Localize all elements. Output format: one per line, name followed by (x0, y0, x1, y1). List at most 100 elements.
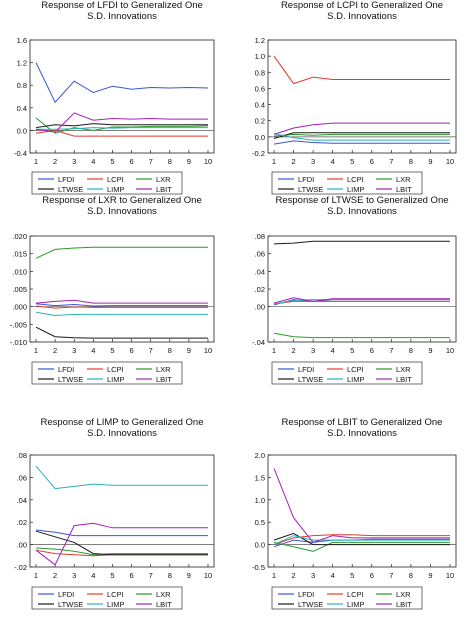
x-tick-label: 8 (409, 346, 413, 355)
legend-label-lxr: LXR (156, 365, 171, 374)
y-tick-label: 0.6 (255, 84, 265, 93)
x-tick-label: 10 (204, 346, 212, 355)
legend-label-lfdi: LFDI (58, 590, 74, 599)
legend-label-lfdi: LFDI (298, 175, 314, 184)
x-tick-label: 10 (446, 157, 454, 166)
x-tick-label: 2 (291, 346, 295, 355)
series-line-ltwse (35, 326, 208, 339)
y-tick-label: -0.4 (14, 149, 27, 158)
series-line-lxr (273, 541, 450, 552)
chart-subtitle: S.D. Innovations (327, 428, 397, 439)
chart-panel-2: Response of LCPI to Generalized OneS.D. … (252, 0, 457, 195)
x-tick-label: 8 (168, 157, 172, 166)
y-tick-label: 1.0 (255, 496, 265, 505)
series-line-lcpi (273, 534, 450, 546)
x-tick-label: 4 (331, 346, 335, 355)
x-tick-label: 4 (91, 571, 95, 580)
series-line-lxr (273, 133, 450, 137)
y-tick-label: 1.0 (255, 52, 265, 61)
y-tick-label: 1.2 (17, 59, 27, 68)
series-line-lxr (273, 332, 450, 339)
plot-frame (29, 39, 215, 154)
y-tick-label: .06 (17, 473, 27, 482)
x-tick-label: 4 (91, 157, 95, 166)
series-line-limp (35, 311, 208, 317)
x-tick-label: 7 (149, 571, 153, 580)
y-tick-label: 0.0 (255, 541, 265, 550)
x-tick-label: 4 (91, 346, 95, 355)
x-tick-label: 2 (53, 157, 57, 166)
chart-subtitle: S.D. Innovations (87, 11, 157, 22)
y-tick-label: -0.2 (252, 149, 265, 158)
legend-label-lcpi: LCPI (347, 590, 364, 599)
chart-title: Response of LFDI to Generalized One (41, 0, 203, 11)
legend-label-limp: LIMP (107, 600, 125, 609)
chart-title: Response of LBIT to Generalized One (282, 417, 443, 428)
y-tick-label: -.02 (14, 563, 27, 572)
series-line-lcpi (35, 129, 208, 137)
y-tick-label: 2.0 (255, 451, 265, 460)
x-tick-label: 7 (389, 571, 393, 580)
x-tick-label: 6 (129, 157, 133, 166)
legend-label-lxr: LXR (396, 175, 411, 184)
series-line-lfdi (273, 140, 450, 145)
y-tick-label: 0.0 (17, 126, 27, 135)
series-line-lfdi (35, 303, 208, 307)
legend-label-lcpi: LCPI (107, 365, 124, 374)
legend-label-lxr: LXR (156, 590, 171, 599)
y-tick-label: 1.5 (255, 473, 265, 482)
legend-label-limp: LIMP (107, 185, 125, 194)
x-tick-label: 10 (204, 571, 212, 580)
x-tick-label: 8 (168, 346, 172, 355)
y-tick-label: 0.8 (17, 81, 27, 90)
series-line-lbit (35, 299, 208, 304)
series-line-limp (273, 535, 450, 546)
series-line-lbit (35, 522, 208, 566)
y-tick-label: 0.2 (255, 117, 265, 126)
y-tick-label: .02 (255, 285, 265, 294)
x-tick-label: 1 (34, 346, 38, 355)
y-tick-label: 1.6 (17, 36, 27, 45)
series-line-ltwse (273, 532, 450, 546)
y-tick-label: .08 (17, 451, 27, 460)
y-tick-label: .015 (12, 250, 27, 259)
series-line-lcpi (35, 305, 208, 309)
x-tick-label: 5 (110, 346, 114, 355)
y-tick-label: -.010 (10, 338, 27, 347)
chart-title: Response of LCPI to Generalized One (281, 0, 443, 11)
y-tick-label: .00 (255, 303, 265, 312)
y-tick-label: 0.8 (255, 68, 265, 77)
y-tick-label: -0.5 (252, 563, 265, 572)
x-tick-label: 9 (428, 346, 432, 355)
legend-label-lcpi: LCPI (347, 175, 364, 184)
x-tick-label: 10 (446, 346, 454, 355)
legend-label-ltwse: LTWSE (58, 600, 83, 609)
x-tick-label: 10 (204, 157, 212, 166)
y-tick-label: .02 (17, 518, 27, 527)
x-tick-label: 2 (291, 157, 295, 166)
legend-label-lcpi: LCPI (107, 590, 124, 599)
x-tick-label: 3 (311, 157, 315, 166)
legend-label-lxr: LXR (156, 175, 171, 184)
legend-label-lcpi: LCPI (347, 365, 364, 374)
y-tick-label: 1.2 (255, 36, 265, 45)
series-line-lbit (35, 112, 208, 133)
y-tick-label: .005 (12, 285, 27, 294)
chart-panel-1: Response of LFDI to Generalized OneS.D. … (14, 0, 215, 195)
x-tick-label: 2 (53, 571, 57, 580)
plot-frame (29, 454, 215, 568)
legend-label-lcpi: LCPI (107, 175, 124, 184)
legend-label-lbit: LBIT (396, 600, 412, 609)
chart-subtitle: S.D. Innovations (87, 206, 157, 217)
x-tick-label: 8 (409, 157, 413, 166)
legend-label-lfdi: LFDI (298, 365, 314, 374)
x-tick-label: 2 (53, 346, 57, 355)
series-line-limp (35, 465, 208, 490)
x-tick-label: 10 (446, 571, 454, 580)
series-line-lxr (35, 246, 208, 259)
series-line-limp (36, 127, 208, 130)
y-tick-label: .04 (255, 267, 265, 276)
series-line-lcpi (273, 55, 450, 85)
legend-label-ltwse: LTWSE (298, 600, 323, 609)
